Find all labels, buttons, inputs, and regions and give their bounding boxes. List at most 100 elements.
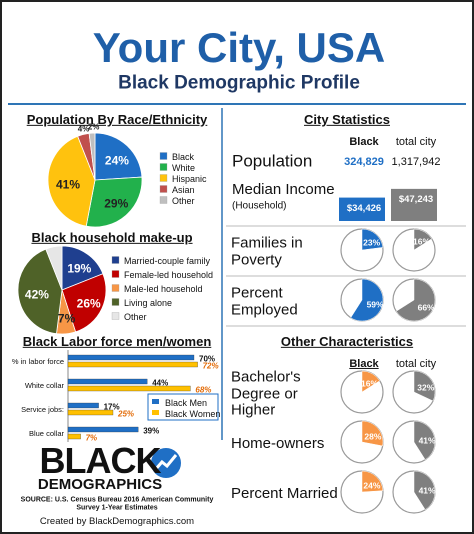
value-label: $34,426 bbox=[346, 202, 382, 214]
category-label: White collar bbox=[24, 380, 64, 390]
legend-swatch bbox=[159, 163, 168, 171]
bar bbox=[67, 354, 195, 361]
legend-label: Married-couple family bbox=[124, 256, 211, 267]
category-label: % in labor force bbox=[11, 356, 64, 366]
value-label: 7% bbox=[57, 311, 76, 326]
chart-title: Population By Race/Ethnicity bbox=[26, 111, 208, 127]
pie-slice bbox=[45, 245, 63, 291]
legend-label: Black Men bbox=[165, 397, 208, 408]
value-label: 66% bbox=[417, 301, 435, 312]
value-label: 72% bbox=[202, 361, 219, 371]
bar bbox=[67, 385, 191, 392]
legend-swatch bbox=[159, 196, 168, 204]
bar bbox=[67, 426, 139, 433]
gauge-slice bbox=[395, 278, 436, 322]
row-label: Bachelor's Degree or Higher bbox=[231, 368, 301, 419]
value-label: 19% bbox=[67, 261, 92, 276]
legend-swatch bbox=[111, 284, 120, 292]
gauge-slice bbox=[361, 228, 384, 251]
column-header: Black bbox=[349, 135, 379, 148]
value-label: 16% bbox=[361, 378, 379, 389]
value-label: 41% bbox=[418, 485, 436, 496]
value-label: 23% bbox=[363, 237, 381, 248]
value-label: 29% bbox=[104, 196, 129, 211]
bar bbox=[67, 433, 81, 440]
bar bbox=[339, 197, 385, 221]
logo-text: BLACK bbox=[39, 440, 162, 482]
credit: Created by BlackDemographics.com bbox=[39, 515, 195, 527]
legend-swatch bbox=[111, 312, 120, 320]
value-label: 39% bbox=[143, 426, 160, 436]
column-header: total city bbox=[395, 135, 437, 148]
row-label: Median Income bbox=[232, 180, 335, 198]
value-label: $47,243 bbox=[398, 193, 434, 205]
row-label: Population bbox=[232, 151, 313, 171]
bar bbox=[67, 378, 148, 385]
legend-label: Asian bbox=[172, 185, 195, 196]
row-label: Percent Employed bbox=[231, 284, 298, 318]
value-label: 4% bbox=[77, 124, 90, 134]
legend-swatch bbox=[159, 174, 168, 182]
subtitle: Black Demographic Profile bbox=[118, 72, 360, 94]
legend-swatch bbox=[159, 152, 168, 160]
bar bbox=[67, 402, 99, 409]
value-label: 42% bbox=[24, 287, 49, 302]
pie-slice bbox=[47, 135, 96, 227]
source: SOURCE: U.S. Census Bureau 2016 American… bbox=[20, 496, 214, 511]
category-label: Blue collar bbox=[28, 428, 64, 438]
chart-title: Black household make-up bbox=[31, 229, 193, 245]
row-label: Percent Married bbox=[231, 484, 338, 502]
title: Your City, USA bbox=[92, 23, 386, 71]
legend-label: Other bbox=[172, 196, 195, 207]
value-label: 25% bbox=[118, 409, 135, 419]
value-label: 17% bbox=[103, 402, 120, 412]
chart-title: Black Labor force men/women bbox=[22, 333, 212, 349]
value-label: 24% bbox=[104, 153, 129, 168]
gauge-slice bbox=[361, 420, 384, 447]
legend-label: White bbox=[172, 163, 196, 174]
pie-slice bbox=[88, 132, 96, 181]
section-title: City Statistics bbox=[304, 111, 390, 127]
legend-box bbox=[147, 393, 219, 421]
value-label: 68% bbox=[195, 385, 212, 395]
pie-slice bbox=[61, 273, 107, 333]
pie-slice bbox=[94, 132, 143, 181]
gauge-slice bbox=[361, 470, 384, 493]
legend-swatch bbox=[111, 256, 120, 264]
gauge-slice bbox=[350, 278, 384, 322]
legend-label: Male-led household bbox=[124, 284, 203, 295]
legend-label: Female-led household bbox=[124, 270, 214, 281]
legend-label: Hispanic bbox=[172, 174, 207, 185]
value-label: 59% bbox=[366, 299, 384, 310]
legend-swatch bbox=[159, 185, 168, 193]
legend-label: Other bbox=[124, 312, 147, 323]
logo-icon bbox=[153, 454, 178, 471]
value-label: 44% bbox=[152, 378, 169, 388]
logo-icon bbox=[151, 448, 181, 478]
legend-swatch bbox=[152, 399, 159, 404]
gauge-slice bbox=[413, 370, 436, 402]
value-label: 41% bbox=[55, 177, 80, 192]
bar bbox=[67, 409, 114, 416]
pie-slice bbox=[85, 176, 143, 228]
gauge-slice bbox=[413, 420, 436, 461]
value-label: 24% bbox=[363, 479, 381, 490]
bar bbox=[391, 188, 437, 221]
legend-label: Living alone bbox=[124, 298, 173, 309]
value-label: 28% bbox=[364, 430, 382, 441]
value-label: 32% bbox=[417, 382, 435, 393]
legend-label: Black Women bbox=[165, 408, 221, 419]
gauge-slice bbox=[413, 228, 433, 251]
category-label: Service jobs: bbox=[21, 404, 64, 414]
value-label: 26% bbox=[76, 296, 101, 311]
section-title: Other Characteristics bbox=[280, 333, 414, 349]
value-label: 2% bbox=[87, 122, 100, 132]
row-sublabel: (Household) bbox=[232, 200, 287, 212]
value-label: 16% bbox=[413, 236, 431, 247]
population-value: 1,317,942 bbox=[391, 155, 441, 168]
legend-swatch bbox=[111, 270, 120, 278]
value-label: 41% bbox=[418, 435, 436, 446]
pie-slice bbox=[61, 245, 104, 291]
